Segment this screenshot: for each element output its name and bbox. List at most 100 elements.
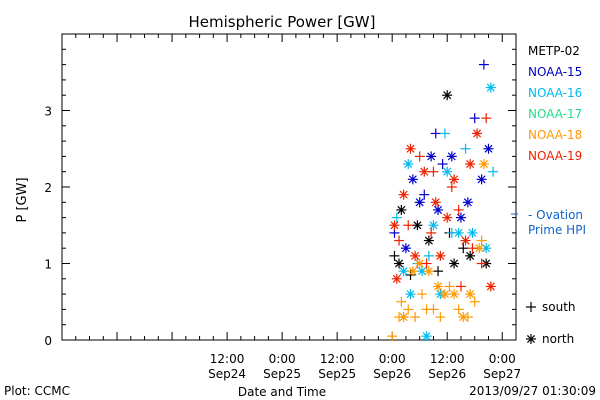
star-d2: [463, 198, 472, 207]
star-d2: [466, 290, 475, 299]
star-d2: [415, 259, 424, 268]
legend-entry: NOAA-15: [528, 65, 582, 79]
data-point-noaa-15-south: [478, 59, 489, 70]
south-label: south: [542, 300, 576, 314]
star-d2: [450, 175, 459, 184]
data-point-noaa-16-north: [405, 289, 416, 300]
data-point-noaa-15-north: [446, 151, 457, 162]
star-d2: [395, 259, 404, 268]
star-d2: [486, 83, 495, 92]
x-tick-date: Sep25: [263, 367, 301, 381]
data-point-noaa-15-north: [455, 212, 466, 223]
data-point-noaa-15-north: [400, 243, 411, 254]
data-point-noaa-18-south: [416, 289, 427, 300]
marker-legend-north: north: [526, 332, 574, 346]
y-axis-label: P [GW]: [15, 177, 30, 222]
data-point-noaa-16-south: [391, 212, 402, 223]
data-point-noaa-15-north: [407, 174, 418, 185]
ovation-label-line2: Prime HPI: [528, 223, 586, 237]
data-point-noaa-19-south: [481, 113, 492, 124]
star-d2: [406, 144, 415, 153]
star-d2: [415, 198, 424, 207]
data-point-noaa-15-north: [414, 197, 425, 208]
data-point-noaa-18-north: [439, 289, 450, 300]
data-point-noaa-16-north: [403, 159, 414, 170]
x-axis: 12:00Sep240:00Sep2512:00Sep250:00Sep2612…: [75, 34, 521, 381]
star-d2: [466, 251, 475, 260]
star-d2: [390, 221, 399, 230]
star-d2: [454, 228, 463, 237]
data-point-noaa-19-north: [398, 189, 409, 200]
data-point-noaa-18-north: [449, 289, 460, 300]
legend-entry: NOAA-16: [528, 86, 582, 100]
data-point-noaa-19-north: [465, 159, 476, 170]
data-point-noaa-18-south: [462, 312, 473, 323]
legend-entry: NOAA-18: [528, 128, 582, 142]
data-point-noaa-18-south: [396, 296, 407, 307]
data-point-noaa-16-north: [481, 243, 492, 254]
data-point-noaa-15-north: [462, 197, 473, 208]
south-marker-icon: [526, 302, 536, 312]
data-point-noaa-18-north: [465, 289, 476, 300]
star-d2: [461, 236, 470, 245]
data-point-noaa-19-south: [421, 258, 432, 269]
star-d2: [392, 274, 401, 283]
data-point-noaa-16-north: [485, 82, 496, 93]
chart-title: Hemispheric Power [GW]: [189, 13, 376, 31]
data-point-noaa-19-north: [485, 281, 496, 292]
star-d2: [406, 290, 415, 299]
star-d2: [447, 152, 456, 161]
data-point-metp-02-south: [458, 243, 469, 254]
x-tick-time: 0:00: [379, 352, 406, 366]
data-point-metp-02-south: [389, 250, 400, 261]
x-tick-time: 12:00: [430, 352, 465, 366]
star-d2: [404, 160, 413, 169]
data-point-noaa-19-north: [442, 212, 453, 223]
legend-entry: METP-02: [528, 44, 580, 58]
star-d2: [468, 228, 477, 237]
data-points: [387, 59, 499, 342]
star-d2: [484, 144, 493, 153]
star-d2: [443, 91, 452, 100]
star-d2: [399, 313, 408, 322]
data-point-noaa-19-north: [391, 273, 402, 284]
data-point-metp-02-north: [449, 258, 460, 269]
data-point-noaa-18-south: [453, 304, 464, 315]
data-point-metp-02-north: [394, 258, 405, 269]
data-point-metp-02-north: [442, 90, 453, 101]
star-d2: [411, 251, 420, 260]
data-point-metp-02-north: [396, 204, 407, 215]
star-d2: [399, 267, 408, 276]
data-point-noaa-15-south: [430, 128, 441, 139]
star-d2: [440, 290, 449, 299]
star-d2: [450, 290, 459, 299]
data-point-noaa-19-south: [428, 166, 439, 177]
data-point-noaa-18-south: [403, 304, 414, 315]
star-d2: [434, 282, 443, 291]
star-d2: [479, 160, 488, 169]
star-d2: [408, 267, 417, 276]
star-d2: [408, 175, 417, 184]
data-point-noaa-16-north: [442, 166, 453, 177]
ovation-label-line1: - Ovation: [528, 208, 583, 222]
data-point-noaa-15-north: [476, 174, 487, 185]
x-tick-date: Sep24: [208, 367, 246, 381]
x-tick-time: 0:00: [269, 352, 296, 366]
star-d2: [477, 175, 486, 184]
y-tick-label: 2: [44, 181, 52, 195]
data-point-noaa-16-north: [421, 331, 432, 342]
data-point-noaa-19-north: [472, 128, 483, 139]
data-point-noaa-19-north: [460, 235, 471, 246]
data-point-noaa-15-north: [483, 143, 494, 154]
data-point-metp-02-south: [433, 266, 444, 277]
data-point-noaa-16-south: [460, 143, 471, 154]
x-tick-date: Sep27: [483, 367, 521, 381]
data-point-noaa-18-south: [387, 331, 398, 342]
data-point-noaa-18-north: [398, 312, 409, 323]
x-tick-date: Sep26: [428, 367, 466, 381]
plot-credit: Plot: CCMC: [4, 384, 70, 398]
star-d2: [456, 213, 465, 222]
data-point-noaa-19-north: [449, 174, 460, 185]
data-point-noaa-18-north: [423, 266, 434, 277]
